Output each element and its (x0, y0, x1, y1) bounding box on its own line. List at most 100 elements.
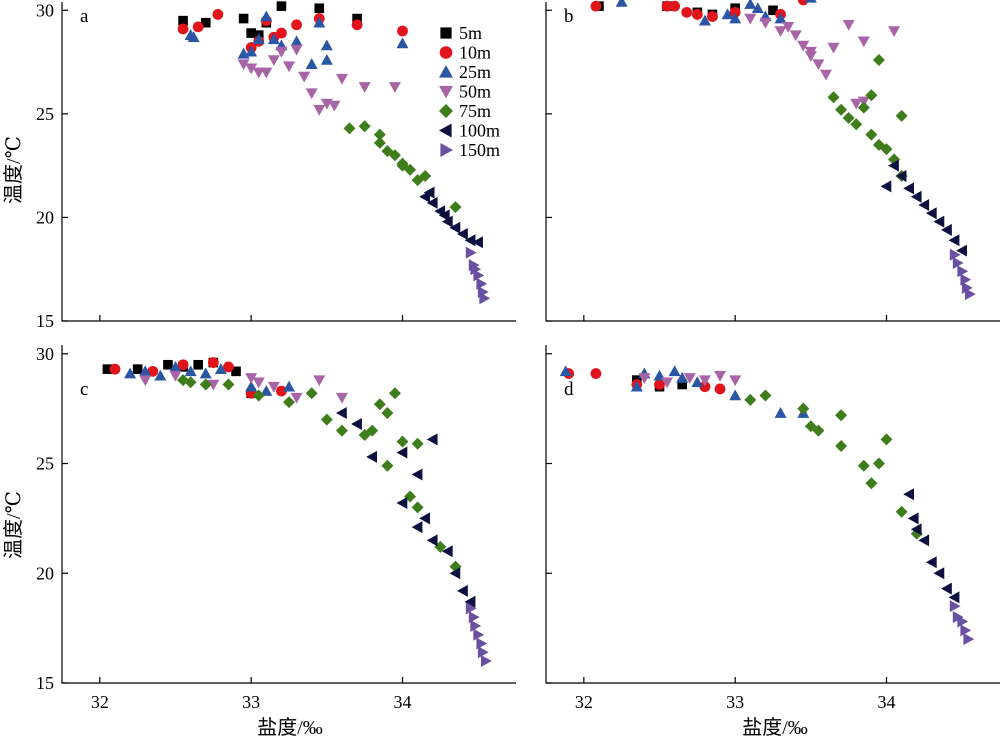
data-point-50m (169, 370, 182, 382)
data-point-10m (291, 19, 302, 31)
data-point-100m (457, 584, 468, 597)
data-point-50m (358, 82, 371, 93)
data-point-150m (952, 257, 964, 269)
data-point-25m (729, 389, 742, 401)
legend-marker-75m (439, 104, 453, 118)
data-point-100m (396, 497, 408, 510)
data-point-25m (668, 365, 681, 377)
data-point-75m (842, 112, 855, 124)
data-point-5m (178, 15, 188, 26)
data-point-75m (283, 396, 295, 409)
data-point-100m (396, 446, 408, 459)
data-point-150m (465, 246, 477, 259)
data-point-75m (835, 409, 848, 422)
data-point-50m (245, 63, 258, 75)
data-point-25m (729, 12, 742, 24)
data-point-50m (388, 82, 401, 93)
data-point-10m (729, 6, 741, 18)
data-point-10m (177, 359, 189, 371)
data-point-100m (925, 556, 937, 569)
data-point-25m (615, 0, 628, 7)
data-point-25m (630, 380, 643, 392)
data-point-50m (252, 377, 265, 389)
data-point-50m (290, 44, 303, 56)
data-point-150m (949, 248, 961, 261)
data-point-50m (714, 370, 727, 382)
data-point-10m (669, 0, 681, 12)
legend-label: 75m (459, 101, 491, 121)
data-point-75m (396, 157, 409, 170)
data-point-100m (449, 567, 461, 580)
data-point-10m (681, 6, 693, 18)
data-point-75m (381, 459, 394, 472)
data-point-75m (373, 128, 386, 141)
panel-c: 15 20 25 30 32 33 34 c (36, 344, 516, 712)
x-tick-label: 34 (394, 692, 412, 712)
legend-label: 25m (459, 62, 491, 82)
data-point-50m (139, 375, 152, 387)
panel-label: c (80, 379, 88, 400)
data-point-5m (193, 359, 203, 370)
data-point-150m (961, 281, 973, 294)
data-point-100m (907, 512, 919, 525)
data-point-25m (751, 2, 764, 14)
data-point-10m (691, 9, 703, 20)
data-point-75m (797, 402, 810, 415)
data-point-100m (903, 182, 914, 195)
data-point-150m (949, 600, 961, 613)
data-point-75m (252, 389, 265, 402)
data-point-75m (199, 378, 212, 391)
data-point-150m (473, 628, 485, 641)
data-point-5m (768, 5, 778, 16)
data-point-100m (411, 468, 423, 481)
data-point-75m (835, 439, 848, 452)
data-point-50m (252, 67, 265, 79)
data-point-75m (320, 413, 333, 426)
data-point-100m (426, 534, 438, 547)
data-point-50m (283, 61, 295, 73)
data-point-5m (314, 3, 325, 14)
data-point-10m (207, 357, 219, 368)
data-point-75m (895, 505, 908, 518)
data-point-50m (744, 13, 757, 25)
data-point-75m (835, 103, 848, 116)
legend-marker-10m (439, 46, 453, 59)
data-point-10m (276, 27, 287, 39)
legend-marker-5m (440, 27, 452, 39)
data-point-50m (305, 88, 318, 100)
y-tick-label: 20 (36, 563, 54, 583)
data-point-75m (865, 89, 878, 102)
data-point-25m (691, 376, 704, 388)
data-point-5m (102, 364, 113, 374)
data-point-75m (850, 118, 863, 131)
data-point-75m (358, 120, 371, 133)
data-point-10m (276, 385, 287, 397)
y-tick-label: 30 (36, 0, 54, 20)
data-point-25m (313, 16, 326, 28)
axis-lines (545, 2, 1000, 322)
panel-label: b (564, 6, 574, 27)
data-point-25m (744, 0, 757, 9)
data-point-100m (948, 234, 960, 247)
data-point-100m (933, 567, 945, 580)
legend-marker-100m (439, 123, 452, 138)
data-point-75m (222, 378, 235, 391)
data-point-100m (464, 234, 476, 247)
data-point-25m (199, 367, 212, 379)
data-point-75m (827, 91, 840, 104)
data-point-50m (804, 51, 817, 62)
data-point-75m (381, 407, 394, 420)
data-point-50m (698, 375, 711, 387)
x-tick-label: 32 (91, 692, 109, 712)
data-point-75m (184, 376, 197, 389)
data-point-100m (895, 170, 907, 182)
data-point-150m (470, 263, 482, 276)
data-point-5m (677, 379, 687, 390)
data-point-50m (812, 59, 825, 71)
data-point-100m (941, 223, 952, 236)
data-point-150m (960, 624, 972, 637)
data-point-75m (895, 109, 908, 122)
data-point-75m (404, 163, 417, 176)
legend-label: 50m (459, 82, 491, 102)
data-point-25m (124, 367, 137, 379)
